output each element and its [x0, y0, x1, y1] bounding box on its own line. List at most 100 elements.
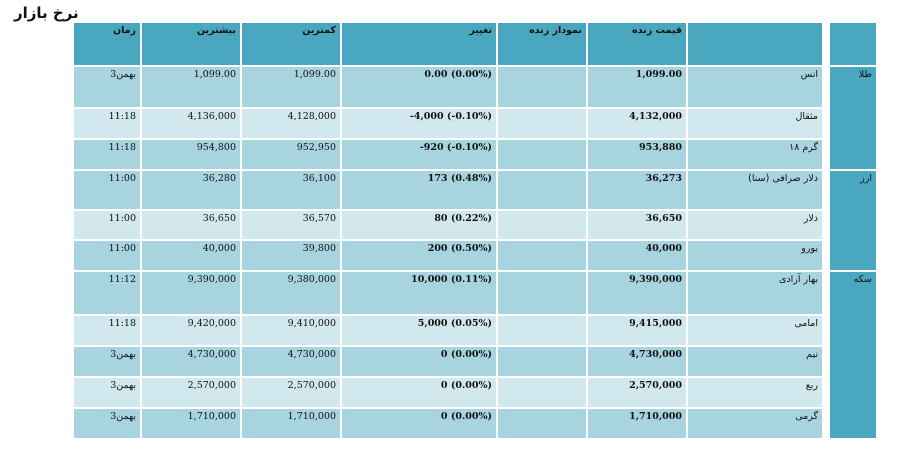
cell-min: 952,950 [242, 140, 340, 169]
cell-min: 36,100 [242, 171, 340, 209]
rates-body: 3بهمن 1,099.00 1,099.00 0.00 (0.00%) 1,099.0… [74, 67, 876, 438]
cell-name: گرم ۱۸ [688, 140, 822, 169]
cell-name: امامی [688, 316, 822, 345]
category-cell: طلا [830, 67, 876, 169]
cell-live-chart [498, 272, 586, 314]
cell-name: مثقال [688, 109, 822, 138]
header-row: زمان بیشترین کمترین تغییر نمودار زنده قی… [74, 23, 876, 65]
column-header-category [830, 23, 876, 65]
cell-name: ربع [688, 378, 822, 407]
column-header-name [688, 23, 822, 65]
cell-min: 39,800 [242, 241, 340, 270]
cell-min: 2,570,000 [242, 378, 340, 407]
market-rates-table: زمان بیشترین کمترین تغییر نمودار زنده قی… [72, 21, 878, 440]
cell-live-chart [498, 316, 586, 345]
cell-min: 1,710,000 [242, 409, 340, 438]
cell-time: 11:00 [74, 241, 140, 270]
cell-live-chart [498, 378, 586, 407]
cell-min: 4,730,000 [242, 347, 340, 376]
table-row: 3بهمن 4,730,000 4,730,000 0 (0.00%) 4,730,00… [74, 347, 876, 376]
cell-change: 80 (0.22%) [342, 211, 496, 239]
table-row: 11:00 40,000 39,800 200 (0.50%) 40,000 یورو [74, 241, 876, 270]
group-gap [824, 67, 828, 169]
cell-live-chart [498, 140, 586, 169]
column-header-live-chart: نمودار زنده [498, 23, 586, 65]
cell-max: 36,650 [142, 211, 240, 239]
cell-time: 3بهمن [74, 67, 140, 107]
cell-time: 3بهمن [74, 378, 140, 407]
cell-name: دلار صرافی (سنا) [688, 171, 822, 209]
column-header-live-price: قیمت زنده [588, 23, 686, 65]
cell-min: 4,128,000 [242, 109, 340, 138]
column-gap [824, 23, 828, 65]
cell-max: 4,730,000 [142, 347, 240, 376]
cell-max: 40,000 [142, 241, 240, 270]
cell-max: 9,390,000 [142, 272, 240, 314]
cell-name: بهار آزادی [688, 272, 822, 314]
cell-min: 9,410,000 [242, 316, 340, 345]
cell-change: 0 (0.00%) [342, 409, 496, 438]
table-row: 11:18 954,800 952,950 -920 (-0.10%) 953,880 گ… [74, 140, 876, 169]
cell-live-price: 2,570,000 [588, 378, 686, 407]
cell-max: 9,420,000 [142, 316, 240, 345]
cell-live-price: 1,710,000 [588, 409, 686, 438]
table-row: 11:18 4,136,000 4,128,000 -4,000 (-0.10%) 4,… [74, 109, 876, 138]
cell-min: 9,380,000 [242, 272, 340, 314]
cell-time: 3بهمن [74, 347, 140, 376]
column-header-max: بیشترین [142, 23, 240, 65]
category-cell: سکه [830, 272, 876, 438]
cell-live-price: 9,415,000 [588, 316, 686, 345]
cell-name: انس [688, 67, 822, 107]
group-gap [824, 272, 828, 438]
cell-time: 11:12 [74, 272, 140, 314]
table-row: 11:12 9,390,000 9,380,000 10,000 (0.11%) 9,3… [74, 272, 876, 438]
cell-live-price: 36,650 [588, 211, 686, 239]
column-header-min: کمترین [242, 23, 340, 65]
cell-time: 11:18 [74, 316, 140, 345]
cell-live-price: 4,730,000 [588, 347, 686, 376]
cell-change: 0 (0.00%) [342, 378, 496, 407]
cell-change: 10,000 (0.11%) [342, 272, 496, 314]
cell-max: 1,710,000 [142, 409, 240, 438]
cell-name: گرمی [688, 409, 822, 438]
cell-live-chart [498, 409, 586, 438]
cell-live-price: 36,273 [588, 171, 686, 209]
column-header-time: زمان [74, 23, 140, 65]
table-row: 3بهمن 1,710,000 1,710,000 0 (0.00%) 1,710,00… [74, 409, 876, 438]
cell-time: 3بهمن [74, 409, 140, 438]
cell-live-price: 4,132,000 [588, 109, 686, 138]
cell-change: 200 (0.50%) [342, 241, 496, 270]
cell-live-price: 9,390,000 [588, 272, 686, 314]
cell-time: 11:00 [74, 211, 140, 239]
cell-min: 36,570 [242, 211, 340, 239]
cell-live-chart [498, 67, 586, 107]
cell-live-chart [498, 109, 586, 138]
cell-change: 0 (0.00%) [342, 347, 496, 376]
table-row: 11:00 36,650 36,570 80 (0.22%) 36,650 دلار [74, 211, 876, 239]
cell-change: -4,000 (-0.10%) [342, 109, 496, 138]
cell-max: 954,800 [142, 140, 240, 169]
cell-change: 173 (0.48%) [342, 171, 496, 209]
table-row: 11:18 9,420,000 9,410,000 5,000 (0.05%) 9,41… [74, 316, 876, 345]
cell-change: -920 (-0.10%) [342, 140, 496, 169]
cell-max: 2,570,000 [142, 378, 240, 407]
cell-live-chart [498, 211, 586, 239]
cell-name: دلار [688, 211, 822, 239]
cell-name: یورو [688, 241, 822, 270]
group-gap [824, 171, 828, 270]
category-cell: ارز [830, 171, 876, 270]
table-row: 3بهمن 1,099.00 1,099.00 0.00 (0.00%) 1,099.0… [74, 67, 876, 169]
cell-time: 11:00 [74, 171, 140, 209]
cell-change: 5,000 (0.05%) [342, 316, 496, 345]
cell-live-chart [498, 347, 586, 376]
cell-max: 4,136,000 [142, 109, 240, 138]
cell-min: 1,099.00 [242, 67, 340, 107]
cell-live-price: 40,000 [588, 241, 686, 270]
cell-live-price: 1,099.00 [588, 67, 686, 107]
table-row: 11:00 36,280 36,100 173 (0.48%) 36,273 دلار ص… [74, 171, 876, 270]
cell-time: 11:18 [74, 140, 140, 169]
table-row: 3بهمن 2,570,000 2,570,000 0 (0.00%) 2,570,00… [74, 378, 876, 407]
column-header-change: تغییر [342, 23, 496, 65]
cell-live-price: 953,880 [588, 140, 686, 169]
cell-max: 1,099.00 [142, 67, 240, 107]
